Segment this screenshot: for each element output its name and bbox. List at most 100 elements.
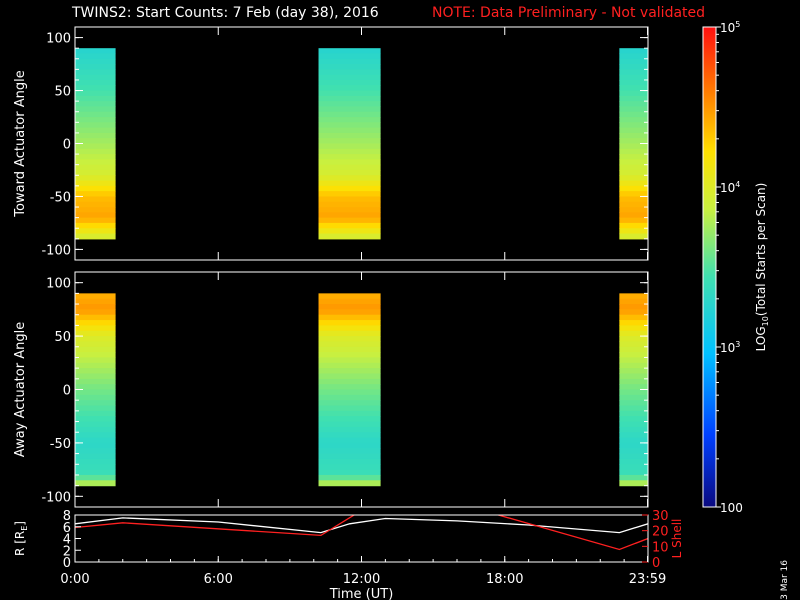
panel-2-ytick-label: -50 <box>50 437 71 452</box>
heatmap-cell-p2-i2-b12 <box>318 352 381 359</box>
heatmap-cell-p2-i1-b25 <box>75 421 116 428</box>
heatmap-cell-p1-i3-b4 <box>619 64 648 70</box>
orbit-ytick-label: 8 <box>63 509 71 524</box>
heatmap-cell-p2-i1-b29 <box>75 442 116 449</box>
heatmap-cell-p1-i1-b31 <box>75 207 116 213</box>
heatmap-cell-p2-i2-b20 <box>318 394 381 401</box>
heatmap-cell-p1-i2-b11 <box>318 101 381 108</box>
heatmap-cell-p1-i3-b25 <box>619 175 648 182</box>
heatmap-cell-p1-i1-b27 <box>75 185 116 192</box>
heatmap-cell-p2-i1-b16 <box>75 373 116 380</box>
heatmap-cell-p2-i2-b8 <box>318 330 381 337</box>
heatmap-cell-p1-i2-b36 <box>318 233 381 240</box>
heatmap-cell-p2-i3-b16 <box>619 373 648 380</box>
orbit-lines <box>75 515 648 551</box>
heatmap-layer <box>75 48 648 487</box>
heatmap-cell-p1-i2-b2 <box>318 53 381 60</box>
colorbar-label-end: (Total Starts per Scan) <box>754 183 768 317</box>
heatmap-cell-p2-i3-b13 <box>619 357 648 364</box>
lshell-ytick-label: 0 <box>652 556 660 571</box>
heatmap-cell-p2-i2-b11 <box>318 346 381 353</box>
heatmap-cell-p2-i2-b22 <box>318 405 381 412</box>
heatmap-cell-p2-i3-b22 <box>619 405 648 412</box>
heatmap-cell-p1-i1-b10 <box>75 95 116 102</box>
panel-2-ytick-label: 50 <box>54 330 71 345</box>
heatmap-cell-p1-i3-b31 <box>619 207 648 213</box>
heatmap-cell-p1-i1-b19 <box>75 143 116 150</box>
heatmap-cell-p2-i2-b28 <box>318 437 381 444</box>
heatmap-cell-p2-i3-b18 <box>619 384 648 391</box>
x-tick-label: 12:00 <box>343 572 380 587</box>
heatmap-cell-p1-i3-b19 <box>619 143 648 150</box>
heatmap-cell-p2-i2-b30 <box>318 448 381 455</box>
heatmap-cell-p1-i1-b5 <box>75 69 116 76</box>
heatmap-cell-p2-i1-b13 <box>75 357 116 364</box>
heatmap-cell-p1-i2-b8 <box>318 85 381 92</box>
orbit-ylabel-sub: E <box>20 526 29 531</box>
heatmap-cell-p1-i2-b22 <box>318 159 381 166</box>
heatmap-cell-p2-i1-b4 <box>75 309 116 316</box>
orbit-ylabel: R [RE] <box>13 521 29 556</box>
panel-1-ytick-label: 50 <box>54 85 71 100</box>
heatmap-cell-p1-i2-b15 <box>318 122 381 129</box>
heatmap-cell-p1-i3-b22 <box>619 159 648 166</box>
heatmap-cell-p2-i2-b16 <box>318 373 381 380</box>
x-axis-label: Time (UT) <box>329 587 394 600</box>
colorbar-tick-base: 10 <box>720 341 735 355</box>
lshell-ylabel: L Shell <box>670 519 684 559</box>
heatmap-cell-p1-i2-b32 <box>318 212 381 219</box>
heatmap-cell-p2-i1-b30 <box>75 448 116 455</box>
orbit-ytick-label: 4 <box>63 533 71 548</box>
heatmap-cell-p2-i1-b8 <box>75 330 116 337</box>
heatmap-cell-p1-i1-b7 <box>75 79 116 86</box>
heatmap-cell-p1-i1-b23 <box>75 164 116 171</box>
heatmap-cell-p1-i2-b6 <box>318 74 381 81</box>
heatmap-cell-p2-i2-b26 <box>318 426 381 433</box>
chart-note: NOTE: Data Preliminary - Not validated <box>432 5 706 21</box>
heatmap-cell-p2-i3-b12 <box>619 352 648 359</box>
series-lshell-line-1 <box>75 515 356 537</box>
lshell-ytick-label: 20 <box>652 525 669 540</box>
heatmap-cell-p1-i1-b2 <box>75 53 116 60</box>
heatmap-cell-p2-i3-b21 <box>619 400 648 407</box>
heatmap-cell-p2-i1-b32 <box>75 458 116 465</box>
heatmap-cell-p2-i2-b17 <box>318 378 381 385</box>
series-lshell-line-2 <box>496 515 648 551</box>
heatmap-cell-p1-i2-b10 <box>318 95 381 102</box>
heatmap-cell-p1-i1-b32 <box>75 212 116 219</box>
heatmap-cell-p2-i2-b36 <box>318 480 381 487</box>
heatmap-cell-p2-i1-b23 <box>75 410 116 417</box>
heatmap-cell-p1-i3-b8 <box>619 85 648 92</box>
heatmap-cell-p2-i1-b6 <box>75 320 116 327</box>
heatmap-cell-p1-i3-b9 <box>619 90 648 97</box>
colorbar-frame <box>702 26 717 508</box>
heatmap-cell-p2-i2-b29 <box>318 442 381 449</box>
heatmap-cell-p1-i2-b4 <box>318 64 381 70</box>
heatmap-cell-p1-i1-b6 <box>75 74 116 81</box>
heatmap-cell-p1-i1-b15 <box>75 122 116 129</box>
heatmap-cell-p2-i1-b11 <box>75 346 116 353</box>
heatmap-cell-p2-i3-b7 <box>619 325 648 332</box>
heatmap-cell-p2-i1-b5 <box>75 314 116 321</box>
heatmap-cell-p1-i3-b27 <box>619 185 648 192</box>
heatmap-cell-p1-i3-b16 <box>619 127 648 134</box>
heatmap-cell-p1-i3-b14 <box>619 117 648 123</box>
heatmap-cell-p2-i1-b35 <box>75 474 116 481</box>
heatmap-cell-p1-i2-b18 <box>318 138 381 145</box>
heatmap-cell-p2-i2-b1 <box>318 293 381 300</box>
panel-1-ytick-label: -100 <box>41 243 71 258</box>
heatmap-cell-p1-i3-b33 <box>619 217 648 224</box>
heatmap-cell-p2-i1-b33 <box>75 464 116 471</box>
heatmap-cell-p2-i3-b24 <box>619 416 648 423</box>
heatmap-cell-p1-i1-b24 <box>75 169 116 176</box>
heatmap-cell-p1-i1-b17 <box>75 132 116 139</box>
lshell-ytick-label: 10 <box>652 540 669 555</box>
heatmap-cell-p1-i1-b25 <box>75 175 116 182</box>
heatmap-cell-p1-i2-b17 <box>318 132 381 139</box>
heatmap-cell-p1-i2-b21 <box>318 154 381 160</box>
heatmap-cell-p1-i3-b32 <box>619 212 648 219</box>
colorbar-tick-base: 100 <box>720 501 743 515</box>
heatmap-cell-p1-i1-b21 <box>75 154 116 160</box>
colorbar-tick-exp: 4 <box>735 180 740 189</box>
